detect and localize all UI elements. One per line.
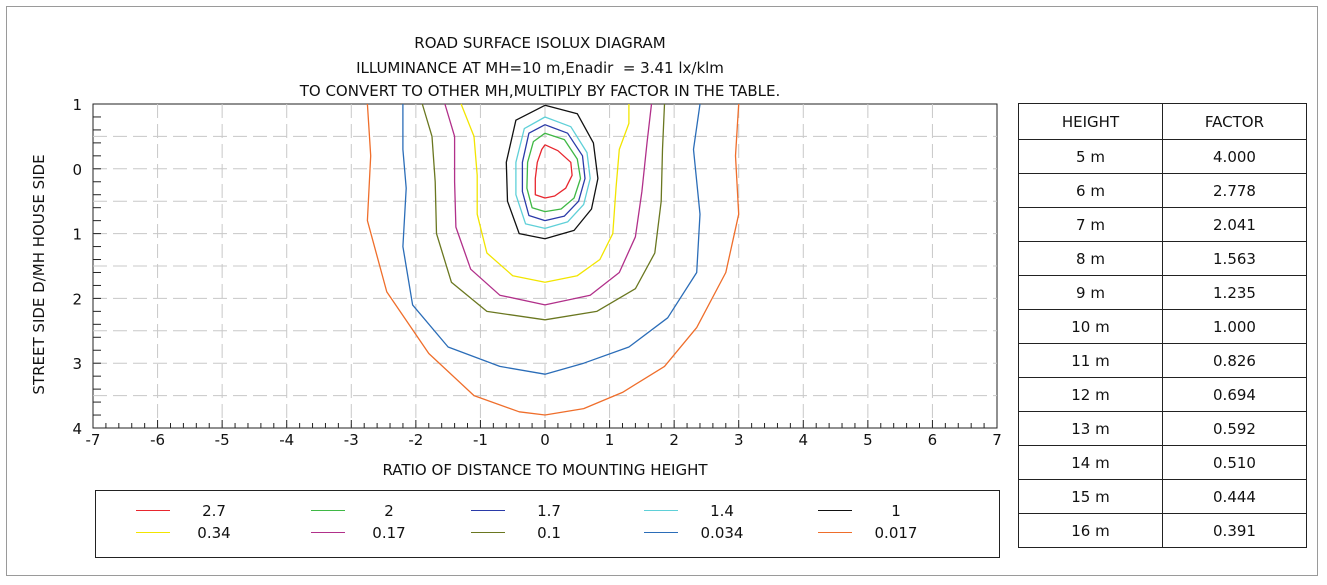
legend-swatch xyxy=(471,532,505,533)
y-tick-label: 3 xyxy=(72,355,82,373)
table-row: 5 m 4.000 xyxy=(1018,139,1308,174)
legend-swatch xyxy=(136,510,170,511)
factor-cell: 0.826 xyxy=(1161,343,1308,378)
legend-label: 0.034 xyxy=(700,524,744,542)
isolux-contour-0-34 xyxy=(460,103,630,283)
legend-label: 0.017 xyxy=(874,524,918,542)
factor-cell: 4.000 xyxy=(1161,139,1308,174)
legend-label: 1 xyxy=(891,502,901,520)
legend-label: 2 xyxy=(384,502,394,520)
height-cell: 14 m xyxy=(1018,445,1163,480)
factor-cell: 0.444 xyxy=(1161,479,1308,514)
legend: 2.7 0.34 2 0.17 1.7 0.1 1.4 0.034 1 0.017 xyxy=(95,490,1000,558)
height-cell: 12 m xyxy=(1018,377,1163,412)
y-tick-label: 2 xyxy=(72,290,82,308)
chart-title: ROAD SURFACE ISOLUX DIAGRAM xyxy=(414,34,666,52)
table-row: 11 m 0.826 xyxy=(1018,343,1308,378)
y-tick-label: 1 xyxy=(72,226,82,244)
x-tick-label: -5 xyxy=(215,431,230,449)
x-tick-label: 3 xyxy=(734,431,744,449)
legend-swatch xyxy=(311,532,345,533)
height-cell: 9 m xyxy=(1018,275,1163,310)
table-row: 7 m 2.041 xyxy=(1018,207,1308,242)
table-row: 9 m 1.235 xyxy=(1018,275,1308,310)
factor-header: FACTOR xyxy=(1161,103,1308,140)
x-tick-label: -4 xyxy=(279,431,294,449)
isolux-contour-2 xyxy=(526,132,582,213)
legend-swatch xyxy=(818,532,852,533)
legend-swatch xyxy=(136,532,170,533)
isolux-contour-1 xyxy=(505,104,599,240)
x-tick-label: 6 xyxy=(928,431,938,449)
isolux-contour-0-017 xyxy=(366,103,740,416)
legend-label: 2.7 xyxy=(202,502,226,520)
y-tick-label: 0 xyxy=(72,161,82,179)
chart-subtitle: ILLUMINANCE AT MH=10 m,Enadir = 3.41 lx/… xyxy=(356,59,724,77)
factor-cell: 2.041 xyxy=(1161,207,1308,242)
factor-cell: 0.510 xyxy=(1161,445,1308,480)
x-tick-label: -1 xyxy=(473,431,488,449)
factor-cell: 0.592 xyxy=(1161,411,1308,446)
factor-cell: 1.000 xyxy=(1161,309,1308,344)
height-cell: 6 m xyxy=(1018,173,1163,208)
legend-swatch xyxy=(311,510,345,511)
legend-label: 0.17 xyxy=(372,524,406,542)
legend-swatch xyxy=(471,510,505,511)
factor-table-header: HEIGHT FACTOR xyxy=(1018,103,1308,140)
legend-label: 1.4 xyxy=(710,502,734,520)
height-cell: 16 m xyxy=(1018,513,1163,548)
height-cell: 8 m xyxy=(1018,241,1163,276)
x-tick-label: 1 xyxy=(605,431,615,449)
table-row: 10 m 1.000 xyxy=(1018,309,1308,344)
height-cell: 11 m xyxy=(1018,343,1163,378)
height-cell: 10 m xyxy=(1018,309,1163,344)
x-tick-label: 2 xyxy=(669,431,679,449)
table-row: 12 m 0.694 xyxy=(1018,377,1308,412)
table-row: 6 m 2.778 xyxy=(1018,173,1308,208)
legend-swatch xyxy=(644,510,678,511)
legend-label: 1.7 xyxy=(537,502,561,520)
isolux-contour-1-7 xyxy=(521,124,586,222)
legend-swatch xyxy=(644,532,678,533)
factor-table: HEIGHT FACTOR 5 m 4.000 6 m 2.778 7 m 2.041 8 … xyxy=(1018,103,1308,548)
x-tick-label: 7 xyxy=(992,431,1002,449)
x-tick-label: -6 xyxy=(150,431,165,449)
height-cell: 15 m xyxy=(1018,479,1163,514)
table-row: 14 m 0.510 xyxy=(1018,445,1308,480)
height-cell: 5 m xyxy=(1018,139,1163,174)
x-tick-label: 4 xyxy=(799,431,809,449)
height-header: HEIGHT xyxy=(1018,103,1163,140)
height-cell: 13 m xyxy=(1018,411,1163,446)
factor-cell: 1.563 xyxy=(1161,241,1308,276)
isolux-contour-0-1 xyxy=(421,103,666,321)
factor-cell: 1.235 xyxy=(1161,275,1308,310)
y-tick-label: 4 xyxy=(72,420,82,438)
y-tick-label: 1 xyxy=(72,96,82,114)
x-tick-label: -2 xyxy=(408,431,423,449)
factor-cell: 2.778 xyxy=(1161,173,1308,208)
table-row: 15 m 0.444 xyxy=(1018,479,1308,514)
height-cell: 7 m xyxy=(1018,207,1163,242)
isolux-contour-2-7 xyxy=(534,144,573,199)
isolux-contour-0-034 xyxy=(402,103,701,375)
x-tick-label: 5 xyxy=(863,431,873,449)
x-axis-label: RATIO OF DISTANCE TO MOUNTING HEIGHT xyxy=(382,461,708,479)
table-row: 16 m 0.391 xyxy=(1018,513,1308,548)
isolux-contour-1-4 xyxy=(515,116,591,230)
factor-cell: 0.694 xyxy=(1161,377,1308,412)
x-tick-label: -7 xyxy=(86,431,101,449)
isolux-contour-0-17 xyxy=(444,103,653,306)
chart-note: TO CONVERT TO OTHER MH,MULTIPLY BY FACTO… xyxy=(299,82,781,100)
legend-swatch xyxy=(818,510,852,511)
factor-cell: 0.391 xyxy=(1161,513,1308,548)
table-row: 8 m 1.563 xyxy=(1018,241,1308,276)
figure-frame xyxy=(6,6,1318,576)
legend-label: 0.1 xyxy=(537,524,561,542)
x-tick-label: 0 xyxy=(540,431,550,449)
table-row: 13 m 0.592 xyxy=(1018,411,1308,446)
legend-label: 0.34 xyxy=(197,524,231,542)
y-axis-label: STREET SIDE D/MH HOUSE SIDE xyxy=(30,154,48,394)
x-tick-label: -3 xyxy=(344,431,359,449)
